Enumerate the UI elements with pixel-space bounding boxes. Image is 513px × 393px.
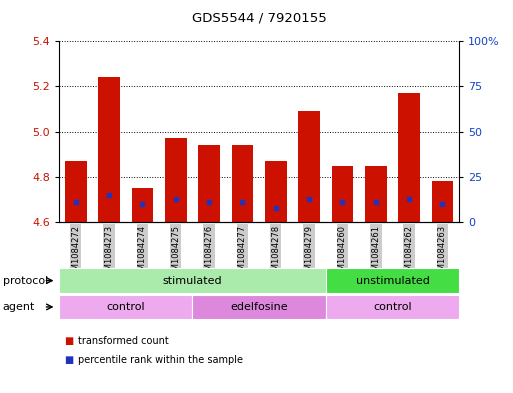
Bar [365, 165, 387, 222]
Bar [192, 295, 326, 319]
Bar [398, 93, 420, 222]
Bar [331, 165, 353, 222]
Text: agent: agent [3, 302, 35, 312]
Text: edelfosine: edelfosine [230, 302, 288, 312]
Text: percentile rank within the sample: percentile rank within the sample [78, 355, 244, 365]
Bar [198, 145, 220, 222]
Bar [265, 161, 287, 222]
Bar [165, 138, 187, 222]
Bar [59, 268, 326, 293]
Text: unstimulated: unstimulated [356, 275, 429, 286]
Bar [65, 161, 87, 222]
Bar [98, 77, 120, 222]
Text: protocol: protocol [3, 275, 48, 286]
Bar [326, 295, 459, 319]
Bar [131, 188, 153, 222]
Bar [431, 181, 453, 222]
Text: control: control [106, 302, 145, 312]
Text: ■: ■ [64, 336, 73, 346]
Bar [59, 295, 192, 319]
Text: ■: ■ [64, 355, 73, 365]
Text: stimulated: stimulated [163, 275, 222, 286]
Bar [298, 111, 320, 222]
Text: GDS5544 / 7920155: GDS5544 / 7920155 [192, 11, 326, 24]
Text: control: control [373, 302, 412, 312]
Text: transformed count: transformed count [78, 336, 169, 346]
Bar [326, 268, 459, 293]
Bar [231, 145, 253, 222]
